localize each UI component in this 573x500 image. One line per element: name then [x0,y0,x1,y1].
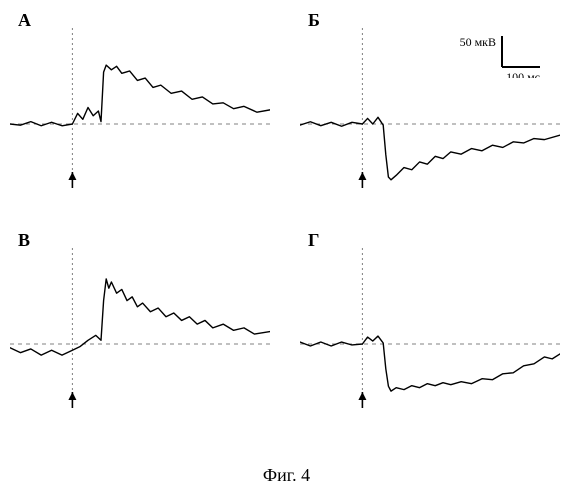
svg-text:50 мкВ: 50 мкВ [460,35,496,49]
scale-bar-svg: 50 мкВ 100 мс [440,28,560,78]
waveform-A [10,10,270,200]
waveform-G [300,230,560,420]
waveform-V [10,230,270,420]
panel-V: В [10,230,270,420]
panel-label-V: В [18,230,30,251]
panel-A: А [10,10,270,200]
panel-label-B: Б [308,10,320,31]
figure-root: А Б В Г 50 мкВ 100 мс Фиг. 4 [0,0,573,500]
panel-label-G: Г [308,230,319,251]
panel-label-A: А [18,10,31,31]
scale-bar: 50 мкВ 100 мс [440,28,560,78]
svg-text:100 мс: 100 мс [506,70,540,78]
panel-G: Г [300,230,560,420]
figure-caption: Фиг. 4 [0,465,573,486]
